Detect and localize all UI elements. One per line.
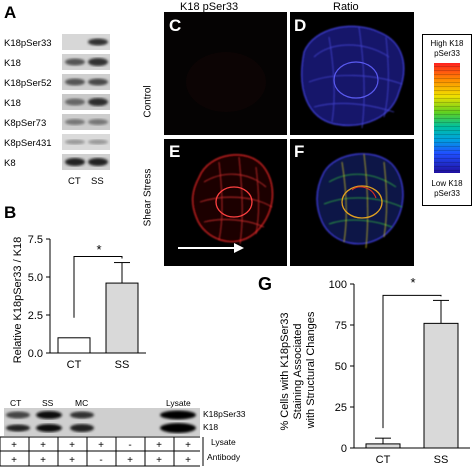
table-cell-sign: + [98,440,104,451]
table-cell-sign: + [11,440,17,451]
chart-b-ytick-label: 2.5 [28,310,43,322]
table-cell-sign: + [156,440,162,451]
micrograph-grid [164,12,414,266]
micrograph-e [164,139,287,266]
micrograph-c [164,12,287,135]
chart-g-marks [365,294,459,449]
chart-b-bar-ss [105,282,139,354]
blot-strip-5 [62,114,110,130]
chart-b-bar-ct [57,337,91,354]
micro-row-label-shear-stress: Shear Stress [140,150,156,250]
table-cell-sign: + [185,455,191,466]
ip-lane-mc: MC [75,398,89,408]
ip-condition-table: + + + + - + + + + + - + + + [0,436,204,467]
chart-g-significance-bracket [382,294,442,429]
chart-structural-changes: % Cells with K18pSer33 Staining Associat… [279,275,470,466]
panel-letter-e: E [169,142,181,161]
chart-g-bar-ct [365,443,401,449]
blot-strip-6 [62,134,110,150]
blot-label-k18-2: K18 [4,98,21,109]
chart-g-ytick-label: 50 [335,361,347,373]
table-cell-sign: + [69,440,75,451]
lane-label-ss: SS [91,176,104,187]
blot-label-k18: K18 [4,58,21,69]
blot-strip-7 [62,154,110,170]
micrograph-d [290,12,414,135]
table-cell-sign: - [128,440,131,451]
chart-g-ylabel-line3: with Structural Changes [305,311,317,429]
table-cell-sign: + [127,455,133,466]
chart-g-bar-ss [423,322,459,449]
chart-g-axes: 0 25 50 75 100 CT SS [329,279,470,466]
chart-g-ytick-label: 25 [335,402,347,414]
table-cell-sign: + [69,455,75,466]
chart-b-xtick-ss: SS [115,359,130,371]
chart-g-xtick-ss: SS [434,454,449,466]
table-cell-sign: + [40,455,46,466]
table-cell-sign: + [185,440,191,451]
panel-letter-g: G [258,274,273,294]
blot-label-k18pser33: K18pSer33 [4,38,52,49]
chart-b-xtick-ct: CT [67,359,82,371]
micrograph-f [290,139,414,266]
scale-low-label: Low K18 pSer33 [431,179,463,198]
micro-col-title-ratio: Ratio [333,1,359,13]
chart-g-significance: * [410,275,415,290]
lane-label-ct: CT [68,176,81,187]
shear-stress-label-text: Shear Stress [142,168,154,227]
scale-gradient-bar [434,63,460,173]
table-cell-sign: - [99,455,102,466]
panel-letter-c: C [169,16,182,35]
chart-g-ylabel-line2: Staining Associated [292,324,304,420]
blot-strip-1 [62,34,110,50]
blot-strip-2 [62,54,110,70]
table-cell-sign: + [156,455,162,466]
ip-band-row-2 [6,423,196,433]
table-cell-sign: + [40,440,46,451]
chart-g-ytick-label: 75 [335,320,347,332]
chart-g-ytick-label: 100 [329,279,347,291]
blot-label-k8pser73: K8pSer73 [4,118,47,129]
blot-label-k8pser431: K8pSer431 [4,138,52,149]
chart-b-ylabel: Relative K18pSer33 / K18 [12,237,24,364]
ratio-color-scale: High K18 pSer33 Low K18 pSer33 [422,34,472,206]
ip-western-blot [4,408,200,436]
chart-b-significance: * [96,242,101,257]
table-cell-sign: + [11,455,17,466]
chart-b-ytick-label: 5.0 [28,272,43,284]
western-blot-strips [62,34,110,170]
chart-g-ytick-label: 0 [341,443,347,455]
chart-g-ylabel: % Cells with K18pSer33 Staining Associat… [279,309,317,430]
table-row-label-lysate: Lysate [211,437,236,447]
ip-lane-lysate: Lysate [166,398,191,408]
chart-b-ytick-label: 7.5 [28,234,43,246]
blot-label-k8: K8 [4,158,16,169]
ip-lane-ct: CT [10,398,22,408]
chart-g-xtick-ct: CT [376,454,391,466]
blot-strip-4 [62,94,110,110]
panel-letter-f: F [294,142,305,161]
panel-letter-b: B [4,203,17,222]
flow-direction-arrow [178,243,244,253]
micro-col-title-k18pser33: K18 pSer33 [180,1,239,13]
panel-letter-d: D [294,16,307,35]
panel-letter-a: A [4,3,17,22]
table-row-label-antibody: Antibody [207,452,241,462]
micro-row-label-control: Control [140,74,156,134]
control-label-text: Control [142,85,154,118]
blot-label-k18pser52: K18pSer52 [4,78,52,89]
ip-band-row-1 [6,410,196,420]
ip-blot-label-k18: K18 [203,422,219,432]
blot-strip-3 [62,74,110,90]
chart-relative-k18pser33: Relative K18pSer33 / K18 0.0 2.5 5.0 7.5 CT S… [12,234,146,371]
chart-b-ytick-label: 0.0 [28,348,43,360]
ip-blot-label-k18pser33: K18pSer33 [203,409,246,419]
chart-b-significance-bracket [73,256,123,318]
chart-b-marks [57,256,139,354]
scale-high-label: High K18 pSer33 [430,39,464,58]
ip-lane-ss: SS [42,398,54,408]
chart-g-ylabel-line1: % Cells with K18pSer33 [279,313,291,431]
